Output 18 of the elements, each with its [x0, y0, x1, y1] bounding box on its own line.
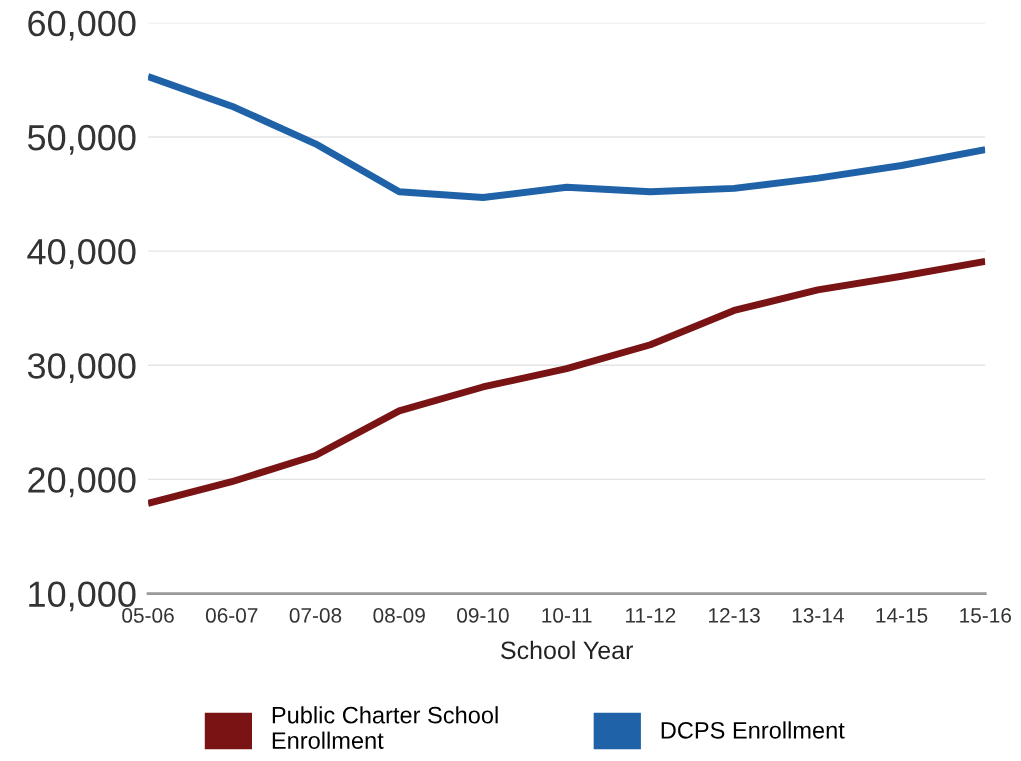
x-tick-label: 08-09 [373, 608, 425, 623]
y-tick-label: 60,000 [28, 10, 136, 41]
x-tick-label: 12-13 [709, 608, 760, 623]
y-tick-label: 50,000 [27, 124, 136, 155]
x-tick-label: 11-12 [626, 608, 676, 623]
x-tick-label: 10-11 [542, 608, 592, 623]
x-tick-label: 14-15 [876, 608, 928, 623]
x-tick-label: 09-10 [457, 608, 509, 623]
y-tick-label: 30,000 [27, 353, 136, 383]
x-axis-title: School Year [501, 640, 633, 660]
y-tick-label: 20,000 [28, 467, 136, 498]
legend-label: DCPS Enrollment [661, 721, 845, 739]
legend-label: Public Charter School Enrollment [272, 706, 498, 749]
x-tick-label: 07-08 [289, 608, 342, 623]
x-tick-label: 06-07 [205, 608, 258, 623]
x-tick-label: 15-16 [960, 608, 1011, 623]
x-tick-label: 13-14 [792, 608, 844, 623]
y-tick-label: 40,000 [27, 239, 136, 269]
